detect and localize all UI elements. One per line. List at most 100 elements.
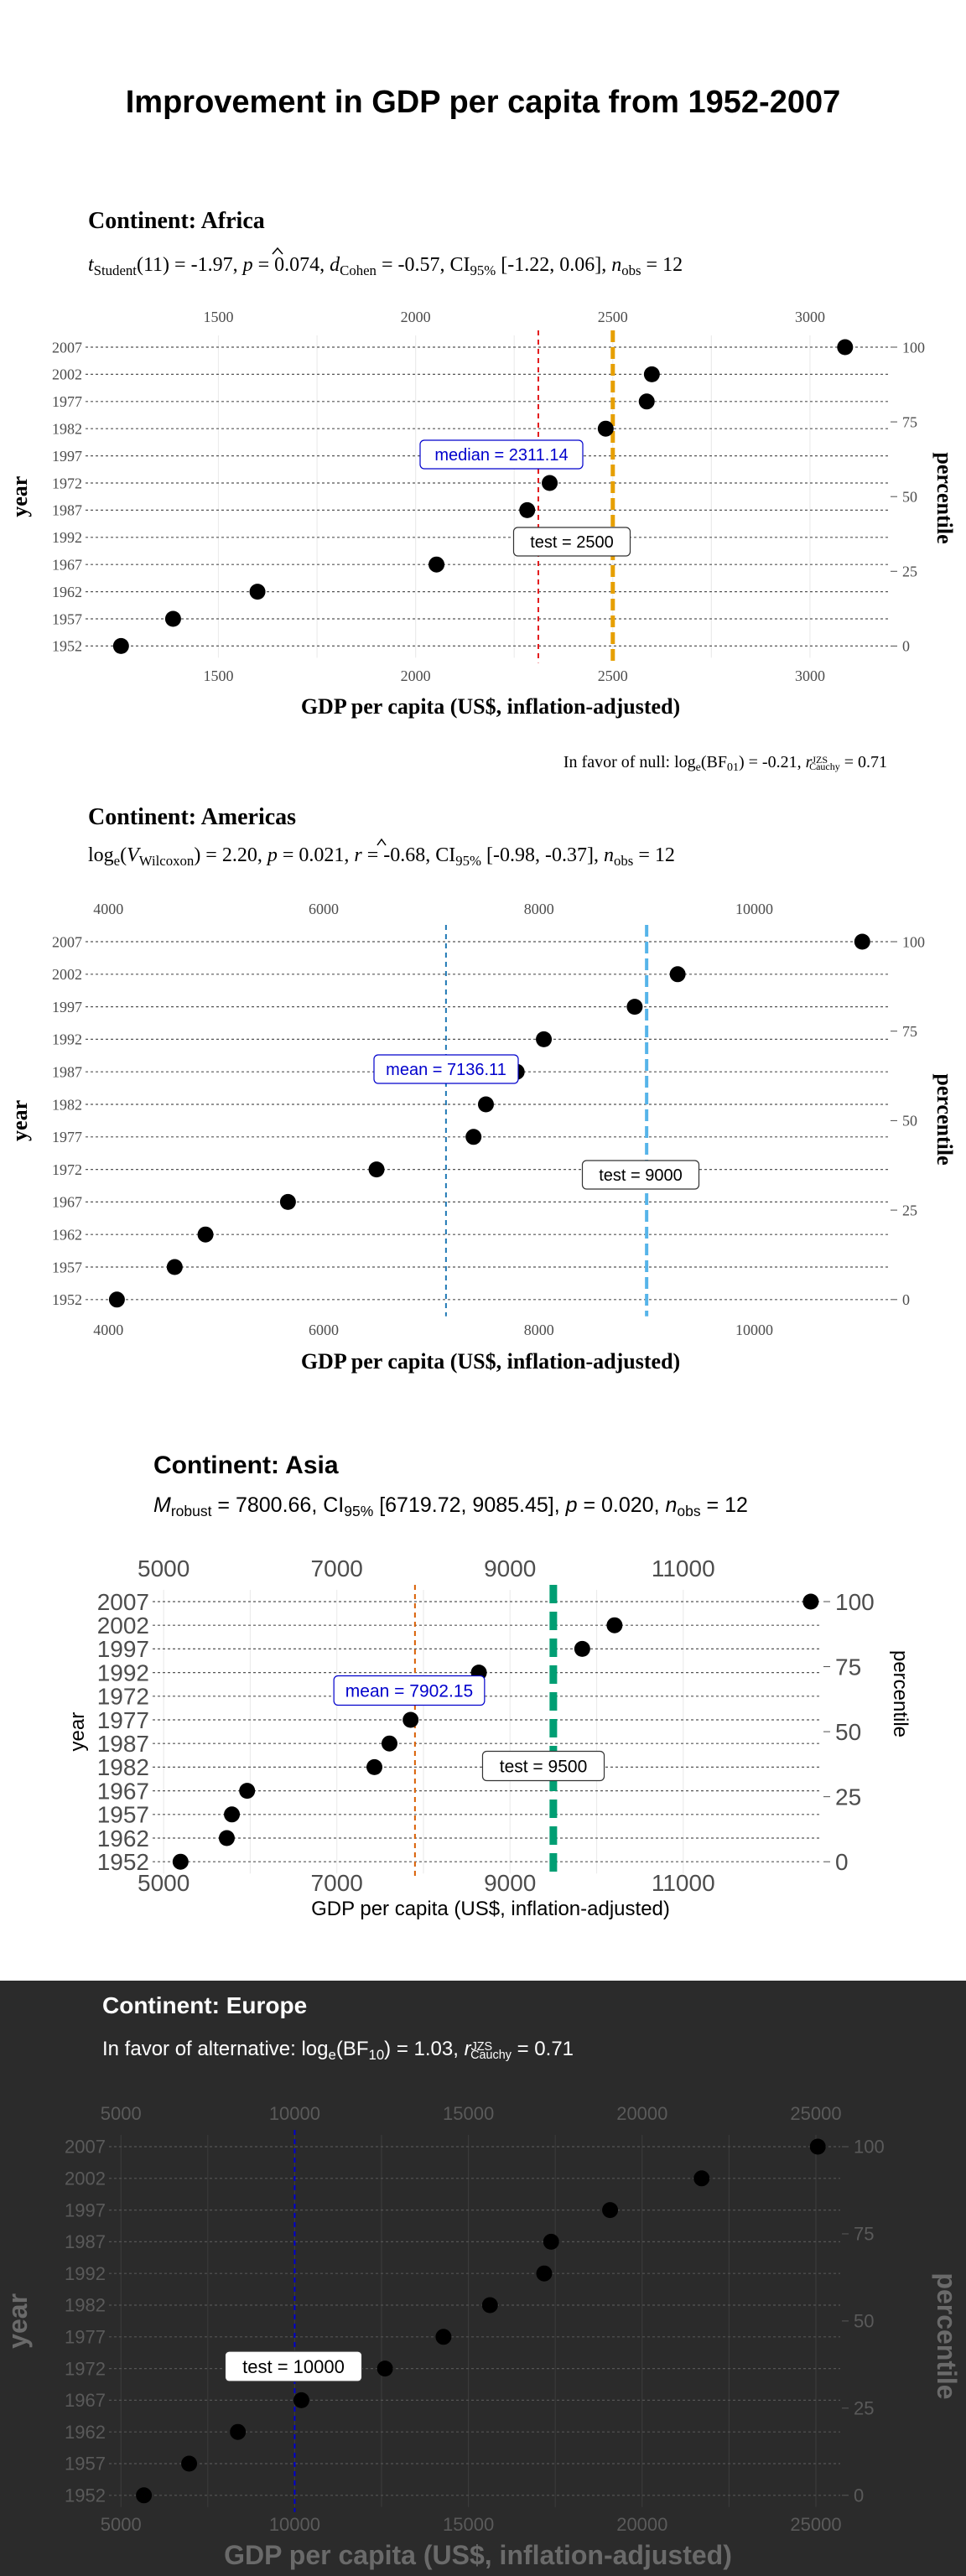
year-tick-label: 1992 (65, 2263, 106, 2284)
center-label-name: median (434, 446, 490, 465)
x-tick-label-top: 2500 (598, 309, 628, 325)
panel-title: Continent: Europe (102, 1992, 307, 2018)
percentile-tick-label: 0 (835, 1849, 849, 1875)
center-label-value: 7136.11 (447, 1061, 506, 1079)
x-tick-label-bottom: 3000 (795, 667, 825, 684)
data-point (802, 1593, 819, 1610)
year-tick-label: 1952 (97, 1849, 149, 1875)
data-point (602, 2202, 619, 2219)
x-axis-label: GDP per capita (US$, inflation-adjusted) (224, 2540, 732, 2570)
year-tick-label: 1962 (52, 584, 82, 600)
data-point (837, 339, 854, 356)
panel-europe: Continent: Europe 2007 2002 1997 1987 1992 198… (3, 1992, 962, 2570)
year-tick-label: 1967 (65, 2390, 106, 2411)
test-label-box (224, 2350, 363, 2382)
data-point (197, 1226, 214, 1243)
center-label-name: mean (345, 1682, 390, 1701)
x-tick-label-bottom: 10000 (735, 1322, 773, 1338)
year-tick-label: 1972 (97, 1684, 149, 1710)
test-label-text: test = 9500 (500, 1758, 588, 1777)
y2-axis-label: percentile (932, 452, 957, 543)
caption-bf-open: (BF (701, 753, 727, 771)
effect-value: = -0.57, CI (377, 254, 470, 276)
year-tick-label: 1982 (52, 1096, 82, 1113)
p-symbol: p (266, 844, 278, 866)
y-axis-label: year (8, 1100, 32, 1141)
year-tick-label: 1967 (52, 557, 82, 574)
ci-subscript: 95% (344, 1503, 373, 1519)
x-tick-label-top: 10000 (735, 901, 773, 917)
year-tick-label: 2002 (52, 966, 82, 983)
x-tick-label-top: 2000 (401, 309, 431, 325)
stat-subscript: Wilcoxon (139, 853, 195, 869)
test-label-value: 9500 (548, 1758, 588, 1777)
year-tick-label: 1972 (65, 2358, 106, 2379)
y2-axis-label: percentile (932, 2272, 962, 2399)
data-point (402, 1711, 419, 1728)
x-axis-label: GDP per capita (US$, inflation-adjusted) (301, 1349, 680, 1374)
log-base: e (114, 853, 120, 869)
r-symbol: r (465, 2038, 472, 2060)
year-tick-label: 1962 (65, 2422, 106, 2443)
x-tick-label-top: 10000 (269, 2103, 320, 2124)
caption-r-value: = 0.71 (840, 753, 887, 771)
year-tick-label: 1972 (52, 1161, 82, 1178)
data-point (542, 475, 558, 491)
x-tick-label-bottom: 1500 (203, 667, 233, 684)
year-tick-label: 2002 (65, 2168, 106, 2189)
percentile-tick-label: 50 (835, 1719, 861, 1745)
data-point (368, 1161, 385, 1178)
data-point (166, 1259, 183, 1275)
ci-subscript: 95% (470, 262, 496, 278)
caption-bf-value: ) = -0.21, (739, 753, 806, 771)
n-value: = 12 (633, 844, 675, 866)
y2-axis-label: percentile (889, 1650, 911, 1737)
data-point (854, 933, 870, 950)
test-label-eq: = (528, 1758, 548, 1777)
n-symbol: n (604, 844, 614, 866)
center-label-value: 2311.14 (509, 446, 569, 465)
test-label-text: test = 2500 (530, 533, 614, 552)
year-tick-label: 1957 (65, 2454, 106, 2475)
effect-value: = -0.68, CI (362, 844, 456, 866)
x-tick-label-bottom: 5000 (101, 2514, 142, 2535)
data-point (669, 966, 686, 983)
data-point (112, 637, 129, 654)
x-tick-label-bottom: 5000 (138, 1870, 190, 1896)
year-tick-label: 2007 (52, 933, 82, 950)
year-tick-label: 2002 (52, 366, 82, 383)
test-label-eq: = (626, 1166, 645, 1185)
panel-africa: Continent: Africa 2007 2002 1977 1982 1997 197… (8, 208, 957, 774)
caption-lead: In favor of null: log (564, 753, 696, 771)
year-tick-label: 1982 (65, 2295, 106, 2316)
data-point (428, 556, 445, 573)
data-point (366, 1758, 383, 1775)
data-point (536, 1031, 553, 1047)
data-point (181, 2455, 198, 2472)
main-title: Improvement in GDP per capita from 1952-… (126, 85, 841, 120)
caption-r-symbol: r (806, 753, 813, 771)
y-axis-label: year (8, 476, 32, 517)
x-tick-label-top: 20000 (616, 2103, 667, 2124)
x-tick-label-top: 9000 (484, 1555, 536, 1581)
percentile-tick-label: 100 (854, 2137, 885, 2158)
test-label-name: test (599, 1166, 626, 1185)
x-tick-label-top: 7000 (311, 1555, 363, 1581)
data-point (643, 366, 660, 382)
stat-symbol: t (88, 254, 95, 276)
ci-value: [-0.98, -0.37], (481, 844, 604, 866)
year-tick-label: 1982 (97, 1754, 149, 1780)
center-label-name: mean (386, 1061, 428, 1079)
panel-title: Continent: Africa (88, 208, 265, 234)
stat-value: ) = 2.20, (194, 844, 267, 866)
caption-bf-subscript: 01 (727, 761, 739, 774)
effect-subscript: Cohen (340, 262, 377, 278)
percentile-tick-label: 25 (902, 564, 917, 580)
data-point (435, 2329, 452, 2345)
percentile-tick-label: 100 (835, 1589, 875, 1615)
percentile-tick-label: 50 (902, 489, 917, 506)
center-label-text: mean = 7136.11 (386, 1061, 506, 1079)
stat-symbol: V (127, 844, 141, 866)
test-label-text: test = 10000 (242, 2356, 345, 2377)
